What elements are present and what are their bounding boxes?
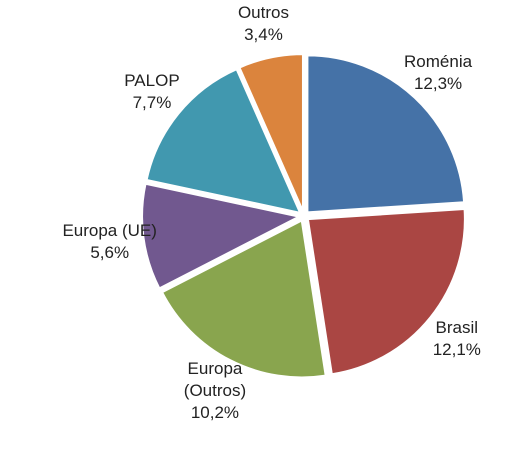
value-label: 3,4% [244, 25, 283, 45]
category-label: Europa (UE) [62, 220, 157, 240]
value-label: 12,3% [413, 74, 463, 94]
value-label: 10,2% [190, 402, 240, 422]
slice-label: Roménia 12,3% [386, 51, 490, 95]
slice-label: Europa (UE) 5,6% [58, 220, 162, 264]
category-label: PALOP [124, 71, 180, 91]
pie-slice [145, 67, 302, 215]
slice-label: Brasil 12,1% [405, 317, 509, 361]
value-label: 7,7% [132, 93, 172, 113]
value-label: 12,1% [432, 339, 481, 359]
pie-slice [160, 218, 327, 379]
slice-label: Europa (Outros) 10,2% [163, 358, 267, 424]
value-label: 5,6% [90, 242, 130, 262]
slice-label: Outros 3,4% [211, 2, 315, 46]
pie-slice [306, 207, 466, 376]
category-label: Brasil [435, 317, 479, 337]
pie-slice [141, 182, 302, 290]
category-label: Outros [237, 3, 289, 23]
pie-slice [238, 53, 304, 212]
slice-label: PALOP 7,7% [100, 70, 204, 114]
pie-slice [306, 54, 466, 214]
category-label: Europa (Outros) [183, 358, 247, 400]
category-label: Roménia [404, 52, 473, 72]
